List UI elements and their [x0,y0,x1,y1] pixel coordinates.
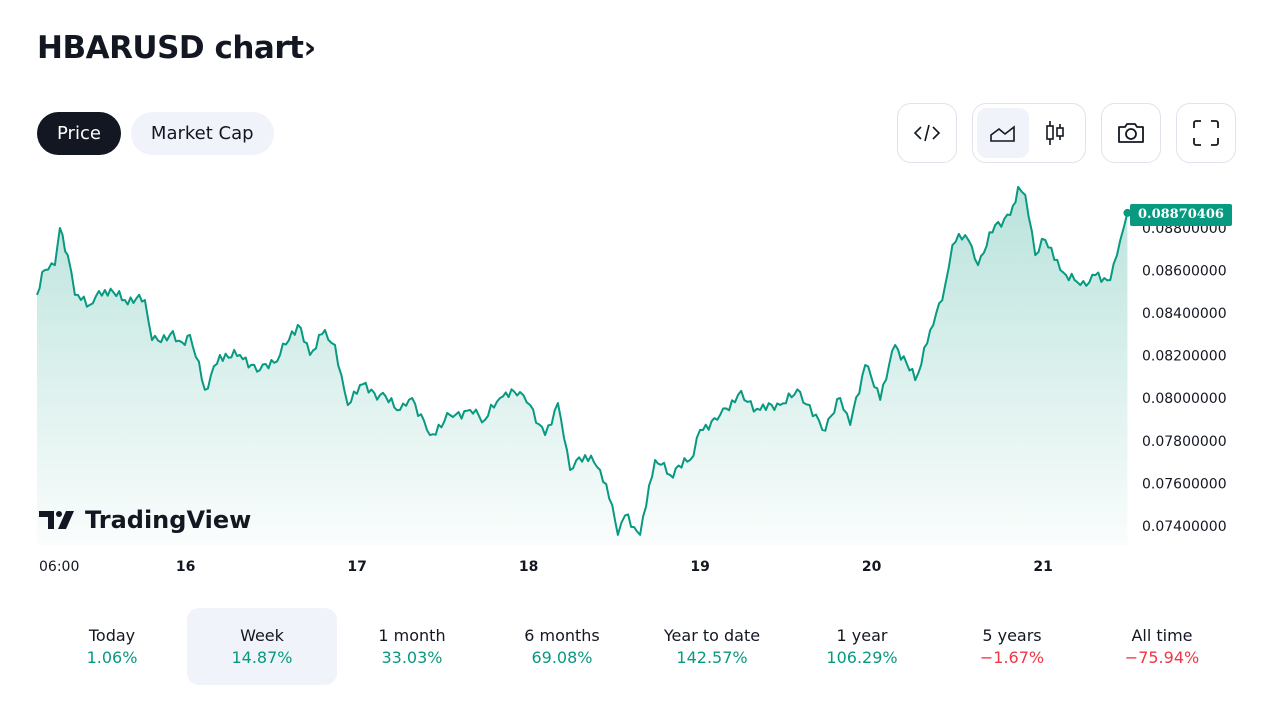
period-label: All time [1131,626,1193,645]
period-selector: Today 1.06% Week 14.87% 1 month 33.03% 6 month… [37,608,1237,685]
period-label: 1 month [378,626,446,645]
period-label: 1 year [836,626,888,645]
period-today[interactable]: Today 1.06% [37,608,187,685]
area-chart-icon [990,125,1015,142]
tab-market-cap[interactable]: Market Cap [130,112,274,155]
period-label: 5 years [982,626,1042,645]
chart-toolbar [897,103,1236,163]
y-tick-label: 0.08600000 [1142,263,1227,279]
embed-button[interactable] [897,103,957,163]
period-change: 106.29% [826,648,898,667]
period-all-time[interactable]: All time −75.94% [1087,608,1237,685]
x-axis: 06:00 16 17 18 19 20 21 [39,559,1053,575]
x-tick-label: 21 [1033,559,1052,575]
period-change: 69.08% [531,648,593,667]
period-year-to-date[interactable]: Year to date 142.57% [637,608,787,685]
x-tick-label: 16 [176,559,195,575]
candlestick-button[interactable] [1029,108,1081,158]
y-tick-label: 0.07600000 [1142,476,1227,492]
chart-type-tabs: Price Market Cap [37,112,274,155]
period-change: 1.06% [86,648,138,667]
last-price-marker [1123,208,1132,217]
period-week[interactable]: Week 14.87% [187,608,337,685]
period-1-month[interactable]: 1 month 33.03% [337,608,487,685]
camera-icon [1118,123,1144,143]
price-line [36,185,1129,536]
chart-style-group [972,103,1086,163]
period-change: −1.67% [979,648,1045,667]
code-embed-icon [913,124,941,142]
x-tick-label: 20 [862,559,882,575]
period-label: Year to date [663,626,761,645]
price-chart[interactable]: 0.07400000 0.07600000 0.07800000 0.08000000… [0,0,1280,600]
period-label: Week [240,626,284,645]
x-tick-label: 19 [690,559,709,575]
screenshot-button[interactable] [1101,103,1161,163]
page-title[interactable]: HBARUSD chart› [37,30,316,66]
period-5-years[interactable]: 5 years −1.67% [937,608,1087,685]
period-label: Today [88,626,136,645]
y-tick-label: 0.08200000 [1142,349,1227,365]
y-tick-label: 0.08400000 [1142,306,1227,322]
y-tick-label: 0.08000000 [1142,391,1227,407]
y-axis: 0.07400000 0.07600000 0.07800000 0.08000000… [1142,221,1227,535]
x-tick-label: 17 [347,559,366,575]
tradingview-logo-icon [39,511,74,529]
fullscreen-icon [1193,120,1219,146]
period-label: 6 months [524,626,600,645]
title-text: HBARUSD chart [37,30,304,66]
x-tick-label: 18 [519,559,538,575]
period-6-months[interactable]: 6 months 69.08% [487,608,637,685]
candlestick-icon [1046,121,1064,145]
y-tick-label: 0.07800000 [1142,434,1227,450]
logo-text: TradingView [85,506,252,534]
fullscreen-button[interactable] [1176,103,1236,163]
period-change: 14.87% [231,648,293,667]
current-price-label: 0.08870406 [1130,204,1232,226]
area-chart-button[interactable] [977,108,1029,158]
period-change: −75.94% [1124,648,1200,667]
chevron-right-icon: › [303,30,316,66]
y-tick-label: 0.07400000 [1142,519,1227,535]
tradingview-logo[interactable]: TradingView [39,506,251,534]
period-change: 33.03% [381,648,443,667]
period-1-year[interactable]: 1 year 106.29% [787,608,937,685]
x-tick-label: 06:00 [39,559,79,575]
period-change: 142.57% [676,648,748,667]
tab-price[interactable]: Price [37,112,121,155]
price-area-fill [37,186,1128,545]
